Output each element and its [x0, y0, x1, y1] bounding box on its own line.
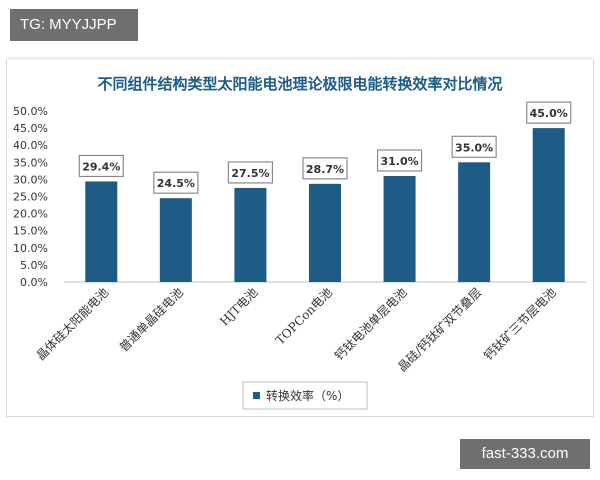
bar [532, 128, 565, 282]
data-label: 27.5% [231, 167, 269, 180]
x-tick-label: TOPCon电池 [273, 285, 335, 347]
bar [85, 181, 118, 282]
x-tick-label: 晶体硅太阳能电池 [33, 285, 111, 363]
y-tick-label: 25.0% [13, 191, 48, 204]
panel-top-rule [6, 57, 594, 60]
bar [234, 187, 267, 282]
bar [383, 175, 416, 282]
bar [309, 183, 341, 282]
x-tick-label: 钙钛电池单层电池 [331, 285, 409, 363]
legend-label: 转换效率（%） [266, 388, 349, 403]
x-tick-label: HJT电池 [217, 285, 260, 328]
x-axis-labels: 晶体硅太阳能电池 普通单晶硅电池 HJT电池 TOPCon电池钙钛电池单层电池晶硅/钙… [33, 285, 559, 375]
data-label-box [78, 154, 124, 178]
bar [458, 162, 491, 282]
y-tick-label: 35.0% [13, 156, 48, 169]
data-label: 31.0% [380, 155, 418, 168]
y-tick-label: 45.0% [13, 122, 48, 135]
data-label-box [153, 171, 199, 194]
x-tick-label: 钙钛矿三节层电池 [480, 285, 558, 363]
x-tick-label: 普通单晶硅电池 [117, 285, 186, 354]
data-label: 29.4% [82, 160, 120, 173]
y-tick-label: 10.0% [13, 242, 48, 255]
y-tick-label: 20.0% [13, 208, 48, 221]
watermark-top-left: TG: MYYJJPP [10, 9, 138, 41]
bar [159, 198, 192, 282]
data-label-box [227, 161, 274, 184]
data-label-box [302, 157, 348, 180]
data-label: 45.0% [530, 107, 568, 120]
watermark-bottom-right: fast-333.com [460, 439, 590, 469]
data-label: 24.5% [157, 177, 195, 190]
y-tick-label: 0.0% [20, 276, 48, 289]
y-tick-label: 30.0% [13, 173, 48, 186]
y-tick-label: 50.0% [13, 105, 48, 118]
x-tick-label: 晶硅/钙钛矿双节叠层 [394, 285, 484, 375]
y-tick-label: 40.0% [13, 139, 48, 152]
y-tick-label: 15.0% [13, 225, 48, 238]
chart-title: 不同组件结构类型太阳能电池理论极限电能转换效率对比情况 [97, 75, 502, 93]
legend: 转换效率（%） [242, 381, 368, 410]
legend-box [242, 381, 368, 410]
data-label-box [451, 135, 497, 158]
bars: 29.4% 24.5% 27.5% 28.7% 31.0% 35.0% 45.0% [64, 101, 586, 283]
y-axis: 0.0% 5.0% 10.0% 15.0% 20.0% 25.0% 30.0% 35.0% 40… [13, 105, 48, 289]
legend-swatch [253, 392, 260, 399]
data-label: 35.0% [455, 141, 493, 154]
y-tick-label: 5.0% [20, 259, 48, 272]
data-label-box [526, 101, 572, 124]
data-label-box [376, 149, 423, 172]
data-label: 28.7% [306, 163, 344, 176]
